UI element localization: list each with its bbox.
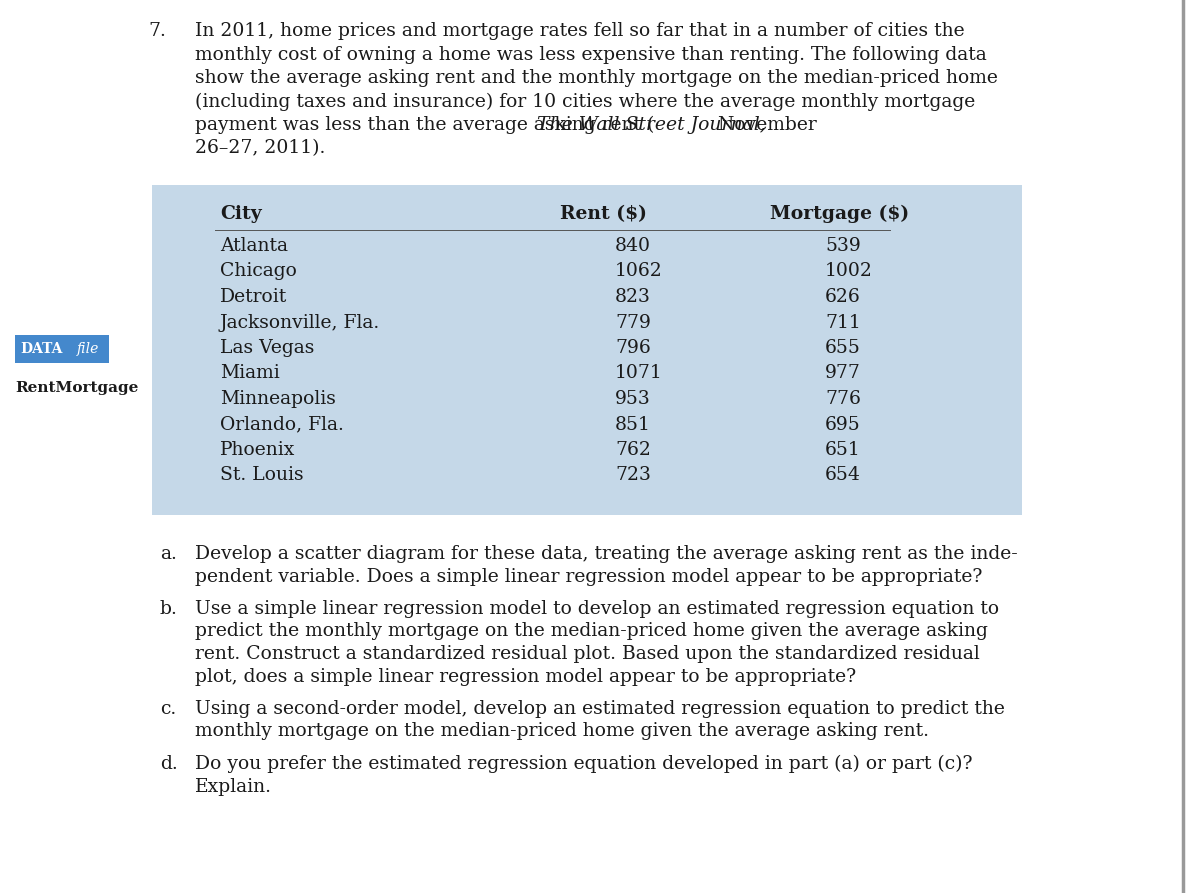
Text: 626: 626 <box>826 288 860 306</box>
Text: Miami: Miami <box>220 364 280 382</box>
Text: 977: 977 <box>826 364 860 382</box>
Text: 655: 655 <box>826 339 860 357</box>
Text: St. Louis: St. Louis <box>220 466 304 485</box>
Text: pendent variable. Does a simple linear regression model appear to be appropriate: pendent variable. Does a simple linear r… <box>194 567 983 586</box>
Text: 1062: 1062 <box>616 263 662 280</box>
Text: 779: 779 <box>616 313 650 331</box>
Text: d.: d. <box>160 755 178 773</box>
Text: Develop a scatter diagram for these data, treating the average asking rent as th: Develop a scatter diagram for these data… <box>194 545 1018 563</box>
Bar <box>67 335 109 363</box>
Text: 695: 695 <box>826 415 860 433</box>
Text: 651: 651 <box>826 441 860 459</box>
Text: Do you prefer the estimated regression equation developed in part (a) or part (c: Do you prefer the estimated regression e… <box>194 755 972 773</box>
Text: Detroit: Detroit <box>220 288 287 306</box>
Text: plot, does a simple linear regression model appear to be appropriate?: plot, does a simple linear regression mo… <box>194 667 856 686</box>
Text: b.: b. <box>160 600 178 618</box>
Text: 654: 654 <box>826 466 860 485</box>
Text: 796: 796 <box>616 339 650 357</box>
Text: rent. Construct a standardized residual plot. Based upon the standardized residu: rent. Construct a standardized residual … <box>194 645 979 663</box>
Text: 539: 539 <box>826 237 860 255</box>
Text: show the average asking rent and the monthly mortgage on the median-priced home: show the average asking rent and the mon… <box>194 69 998 87</box>
Text: Minneapolis: Minneapolis <box>220 390 336 408</box>
Text: Atlanta: Atlanta <box>220 237 288 255</box>
Text: 953: 953 <box>616 390 650 408</box>
Text: predict the monthly mortgage on the median-priced home given the average asking: predict the monthly mortgage on the medi… <box>194 622 988 640</box>
Bar <box>152 185 1022 515</box>
Text: 776: 776 <box>826 390 860 408</box>
Text: RentMortgage: RentMortgage <box>14 381 138 395</box>
Text: Phoenix: Phoenix <box>220 441 295 459</box>
Text: Orlando, Fla.: Orlando, Fla. <box>220 415 344 433</box>
Text: 762: 762 <box>616 441 650 459</box>
Text: November: November <box>712 116 817 134</box>
Text: Jacksonville, Fla.: Jacksonville, Fla. <box>220 313 380 331</box>
Text: Use a simple linear regression model to develop an estimated regression equation: Use a simple linear regression model to … <box>194 600 1000 618</box>
Text: Rent ($): Rent ($) <box>560 205 647 223</box>
Text: Chicago: Chicago <box>220 263 296 280</box>
Text: monthly mortgage on the median-priced home given the average asking rent.: monthly mortgage on the median-priced ho… <box>194 722 929 740</box>
Text: 851: 851 <box>616 415 650 433</box>
Text: City: City <box>220 205 262 223</box>
Text: (including taxes and insurance) for 10 cities where the average monthly mortgage: (including taxes and insurance) for 10 c… <box>194 93 976 111</box>
Text: 7.: 7. <box>148 22 166 40</box>
Text: 840: 840 <box>616 237 650 255</box>
Text: 823: 823 <box>616 288 650 306</box>
Text: a.: a. <box>160 545 176 563</box>
Text: Using a second-order model, develop an estimated regression equation to predict : Using a second-order model, develop an e… <box>194 700 1004 718</box>
Text: payment was less than the average asking rent (: payment was less than the average asking… <box>194 116 654 134</box>
Text: 26–27, 2011).: 26–27, 2011). <box>194 139 325 157</box>
Text: The Wall Street Journal,: The Wall Street Journal, <box>538 116 766 134</box>
Text: c.: c. <box>160 700 176 718</box>
Text: Mortgage ($): Mortgage ($) <box>770 205 910 223</box>
Text: file: file <box>77 342 100 356</box>
Text: In 2011, home prices and mortgage rates fell so far that in a number of cities t: In 2011, home prices and mortgage rates … <box>194 22 965 40</box>
Text: monthly cost of owning a home was less expensive than renting. The following dat: monthly cost of owning a home was less e… <box>194 46 986 63</box>
Text: Las Vegas: Las Vegas <box>220 339 314 357</box>
Text: 711: 711 <box>826 313 860 331</box>
Text: 723: 723 <box>616 466 650 485</box>
Text: Explain.: Explain. <box>194 778 272 796</box>
Text: 1071: 1071 <box>616 364 662 382</box>
Text: 1002: 1002 <box>826 263 872 280</box>
Text: DATA: DATA <box>20 342 62 356</box>
Bar <box>14 335 67 363</box>
